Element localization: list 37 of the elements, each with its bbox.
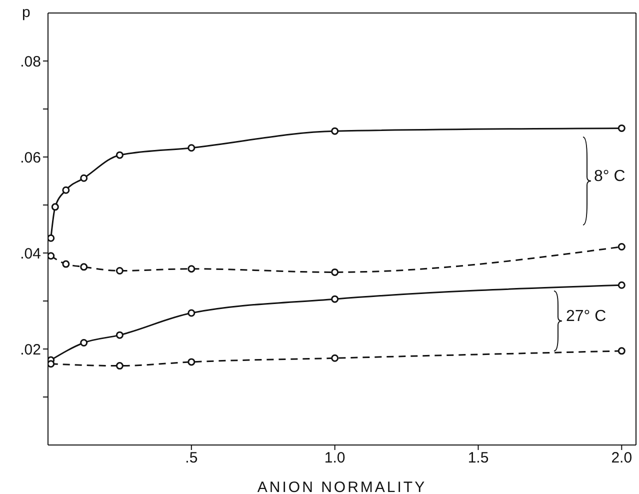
y-tick-label: .02 bbox=[20, 341, 41, 358]
x-tick-label: 2.0 bbox=[611, 450, 632, 467]
point bbox=[80, 174, 88, 182]
x-tick-label: .5 bbox=[185, 450, 198, 467]
point bbox=[188, 358, 196, 366]
point bbox=[188, 144, 196, 152]
point bbox=[116, 151, 124, 159]
point bbox=[48, 234, 55, 242]
point bbox=[188, 309, 196, 317]
y-tick-label: .06 bbox=[20, 149, 41, 166]
point bbox=[116, 362, 124, 370]
point bbox=[116, 331, 124, 339]
y-axis-title: p bbox=[22, 4, 30, 21]
y-tick-label: .04 bbox=[20, 245, 41, 262]
point bbox=[618, 243, 626, 251]
point bbox=[48, 252, 55, 260]
point bbox=[51, 203, 59, 211]
point bbox=[331, 295, 339, 303]
y-tick-label: .08 bbox=[20, 53, 41, 70]
point bbox=[331, 268, 339, 276]
annotation: 27° C bbox=[566, 308, 606, 326]
x-axis-title: ANION NORMALITY bbox=[257, 479, 427, 494]
point bbox=[188, 265, 196, 273]
point bbox=[618, 347, 626, 355]
point bbox=[618, 281, 626, 289]
point bbox=[62, 260, 70, 268]
annotation: 8° C bbox=[594, 168, 626, 186]
point bbox=[331, 354, 339, 362]
x-tick-label: 1.5 bbox=[468, 450, 489, 467]
point bbox=[62, 186, 70, 194]
x-tick-label: 1.0 bbox=[324, 450, 346, 467]
point bbox=[618, 124, 626, 132]
point bbox=[48, 360, 55, 368]
point bbox=[80, 339, 88, 347]
point bbox=[116, 267, 124, 275]
point bbox=[80, 263, 88, 271]
point bbox=[331, 127, 339, 135]
